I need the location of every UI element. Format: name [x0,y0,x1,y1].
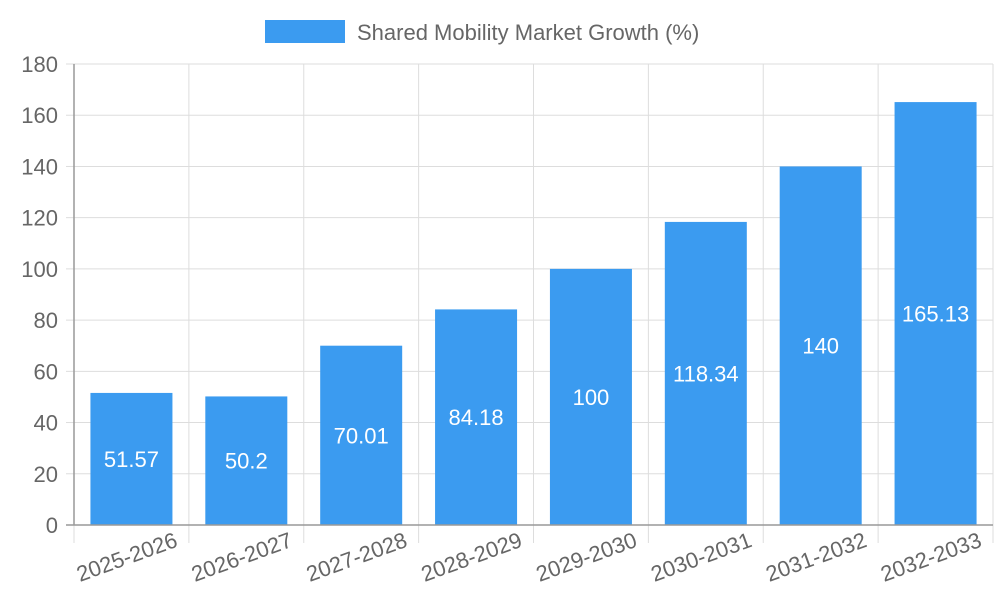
bar-value-label: 100 [573,385,610,410]
x-tick-label: 2032-2033 [877,527,984,586]
y-tick-label: 140 [21,154,58,179]
legend[interactable]: Shared Mobility Market Growth (%) [265,20,699,45]
y-tick-label: 40 [34,411,58,436]
y-tick-label: 20 [34,462,58,487]
bar[interactable] [205,396,288,525]
bar[interactable] [894,102,977,525]
bar-value-label: 70.01 [334,423,389,448]
bar-value-label: 165.13 [902,302,969,327]
bar[interactable] [664,221,747,526]
bars [90,102,977,526]
bar-value-label: 51.57 [104,447,159,472]
legend-swatch [265,20,345,43]
x-tick-label: 2028-2029 [418,527,525,586]
bar-value-label: 84.18 [449,405,504,430]
legend-label: Shared Mobility Market Growth (%) [357,20,699,45]
x-tick-label: 2031-2032 [762,527,869,586]
y-tick-label: 120 [21,206,58,231]
x-tick-label: 2025-2026 [73,527,180,586]
bar-value-label: 118.34 [673,361,739,386]
x-tick-label: 2026-2027 [188,527,295,586]
bar[interactable] [779,166,862,525]
x-tick-label: 2027-2028 [303,527,410,586]
bar-value-label: 140 [802,334,839,359]
bar[interactable] [435,309,518,525]
bar[interactable] [320,345,403,525]
y-tick-label: 0 [46,513,58,538]
bar[interactable] [90,392,173,525]
data-labels: 51.57 50.2 70.01 84.18 100 118.34 140 165.13 [104,302,969,474]
bar[interactable] [549,268,632,525]
y-tick-label: 60 [34,359,58,384]
y-tick-label: 180 [21,52,58,77]
y-tick-label: 160 [21,103,58,128]
x-tick-label: 2030-2031 [648,527,755,586]
y-tick-label: 100 [21,257,58,282]
x-tick-label: 2029-2030 [533,527,640,586]
bar-value-label: 50.2 [225,449,268,474]
y-tick-label: 80 [34,308,58,333]
